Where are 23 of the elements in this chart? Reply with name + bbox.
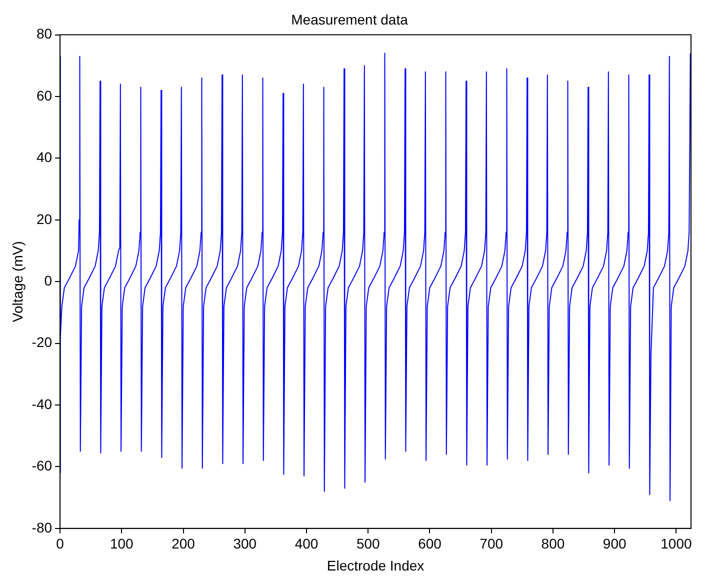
x-tick-label: 800 [541,536,565,552]
y-axis-title: Voltage (mV) [9,241,26,322]
y-tick-label: -60 [32,458,52,474]
x-tick-label: 200 [172,536,196,552]
x-tick-label: 600 [418,536,442,552]
x-tick-label: 400 [294,536,318,552]
y-tick-label: 60 [36,87,52,104]
y-tick-label: -40 [32,396,52,412]
y-tick-label: 40 [36,149,52,166]
x-tick-label: 0 [56,536,64,552]
y-tick-label: -80 [32,519,52,536]
x-tick-label: 100 [110,536,134,552]
y-tick-label: 80 [36,26,52,42]
x-tick-label: 700 [480,536,504,552]
y-tick-label: 0 [44,272,52,288]
chart-title: Measurement data [291,11,408,28]
y-tick-label: 20 [36,210,52,227]
x-axis-title: Electrode Index [326,557,424,574]
y-tick-label: -20 [32,334,52,350]
x-tick-label: 900 [602,536,626,552]
x-tick-label: 1000 [660,536,692,552]
x-tick-label: 500 [356,536,380,552]
x-tick-label: 300 [233,536,257,552]
